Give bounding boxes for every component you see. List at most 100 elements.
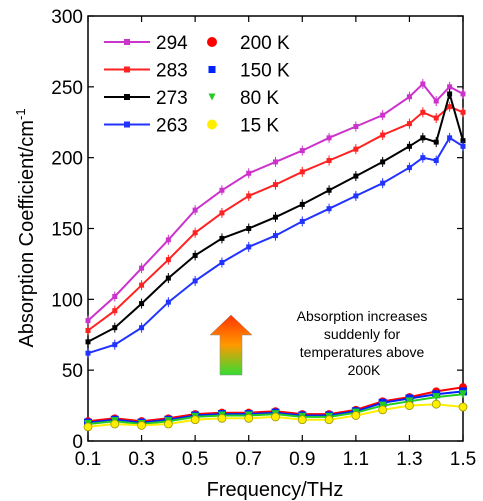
- data-point: [271, 412, 280, 422]
- data-point: [273, 182, 278, 188]
- x-tick-label: 0.9: [289, 449, 315, 470]
- data-point: [85, 328, 91, 333]
- data-point: [208, 66, 216, 73]
- data-point: [353, 193, 359, 199]
- data-point: [460, 143, 466, 149]
- annotation-line-4: 200K: [348, 362, 381, 378]
- legend-entry: 263: [104, 116, 188, 137]
- legend: 294 283 273 263 200 K 150 K 80 K 15 K: [104, 33, 290, 137]
- data-point: [459, 390, 467, 399]
- data-point: [112, 342, 118, 348]
- x-tick-label: 0.5: [182, 449, 208, 470]
- data-point: [447, 84, 453, 90]
- data-point: [83, 422, 93, 432]
- series-273: [85, 88, 466, 347]
- data-point: [192, 278, 198, 284]
- up-arrow-icon: [209, 314, 253, 376]
- legend-entry: 294: [104, 33, 188, 54]
- data-point: [380, 180, 386, 186]
- x-tick-label: 0.1: [75, 449, 101, 470]
- data-point: [112, 308, 118, 314]
- data-point: [139, 265, 145, 271]
- y-tick-label: 300: [51, 7, 83, 28]
- data-point: [433, 115, 439, 121]
- data-point: [326, 187, 332, 193]
- legend-label: 283: [156, 61, 188, 82]
- data-point: [85, 318, 91, 324]
- data-point: [165, 237, 171, 243]
- legend-label: 200 K: [240, 33, 290, 54]
- data-point: [299, 201, 305, 207]
- legend-marker: [124, 66, 130, 73]
- data-point: [217, 413, 227, 423]
- data-point: [447, 135, 453, 141]
- data-point: [273, 214, 278, 220]
- data-point: [139, 282, 145, 288]
- data-point: [137, 421, 146, 430]
- data-point: [406, 94, 412, 100]
- legend-marker: [124, 121, 130, 128]
- data-point: [460, 138, 466, 144]
- series-15k: [83, 399, 468, 432]
- data-point: [432, 393, 441, 402]
- y-axis-ticks: 0 50 100 150 200 250 300: [51, 7, 463, 453]
- data-point: [112, 325, 118, 331]
- data-point: [447, 104, 453, 110]
- data-point: [420, 109, 426, 115]
- data-point: [351, 411, 361, 420]
- y-axis-title-text: Absorption Coefficient/cm: [16, 120, 38, 348]
- y-tick-label: 150: [51, 220, 83, 241]
- data-point: [378, 405, 388, 415]
- y-axis-title-superscript: -1: [13, 108, 28, 120]
- data-point: [460, 109, 466, 115]
- data-point: [165, 257, 171, 263]
- x-axis-title: Frequency/THz: [207, 479, 344, 501]
- series-263: [85, 132, 466, 359]
- data-point: [85, 350, 91, 356]
- data-point: [165, 275, 171, 281]
- data-point: [353, 146, 359, 152]
- annotation-arrow: [209, 314, 253, 376]
- annotation-text: Absorption increases suddenly for temper…: [297, 308, 432, 378]
- data-point: [219, 210, 225, 216]
- data-point: [299, 218, 305, 224]
- data-point: [139, 301, 145, 307]
- data-point: [192, 252, 198, 258]
- data-point: [326, 158, 332, 163]
- legend-entry: 150 K: [208, 61, 290, 82]
- data-point: [406, 143, 412, 149]
- data-point: [420, 81, 426, 87]
- data-point: [380, 159, 386, 165]
- data-point: [112, 294, 118, 299]
- data-point: [219, 235, 225, 241]
- data-point: [380, 132, 386, 138]
- data-point: [431, 399, 441, 409]
- legend-label: 294: [156, 33, 188, 54]
- legend-label: 150 K: [240, 61, 290, 82]
- data-point: [246, 193, 252, 199]
- data-point: [299, 148, 305, 154]
- legend-entry: 283: [104, 61, 188, 82]
- legend-label: 80 K: [240, 88, 279, 109]
- legend-entry: 200 K: [207, 33, 290, 54]
- data-point: [163, 419, 173, 429]
- data-point: [324, 415, 334, 425]
- data-point: [85, 339, 91, 345]
- data-point: [460, 91, 466, 97]
- data-point: [353, 124, 359, 129]
- data-point: [299, 169, 305, 175]
- annotation-line-3: temperatures above: [300, 344, 425, 360]
- y-tick-label: 100: [51, 290, 83, 311]
- data-point: [353, 173, 359, 179]
- data-point: [406, 121, 412, 127]
- data-point: [420, 155, 426, 161]
- y-axis-title: Absorption Coefficient/cm-1: [13, 108, 38, 347]
- data-point: [406, 165, 412, 171]
- data-point: [139, 325, 145, 331]
- legend-entry: 15 K: [207, 116, 279, 137]
- data-point: [433, 98, 439, 104]
- data-point: [246, 226, 252, 231]
- data-point: [219, 260, 225, 265]
- data-point: [297, 415, 307, 425]
